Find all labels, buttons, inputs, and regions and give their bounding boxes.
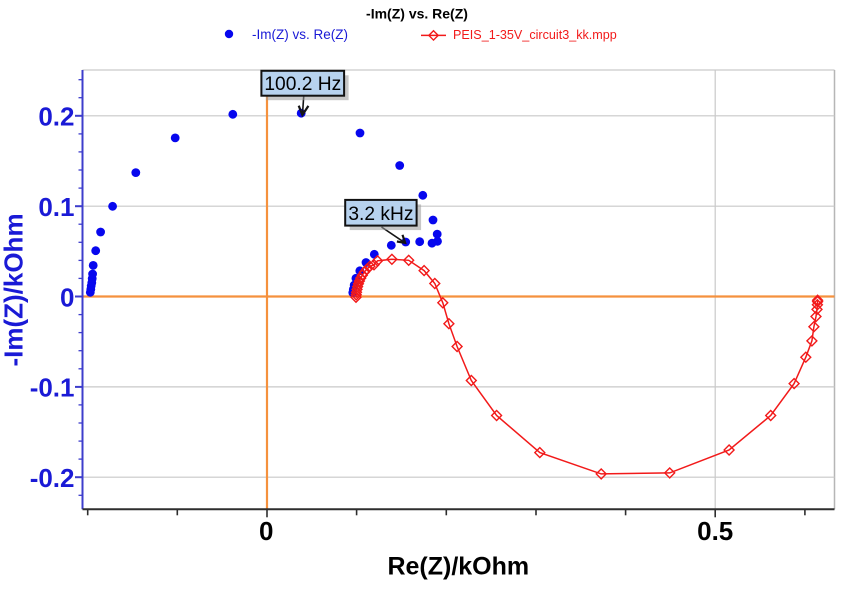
svg-text:-0.1: -0.1: [30, 373, 75, 403]
svg-text:PEIS_1-35V_circuit3_kk.mpp: PEIS_1-35V_circuit3_kk.mpp: [453, 28, 617, 42]
svg-text:Re(Z)/kOhm: Re(Z)/kOhm: [387, 553, 529, 581]
svg-text:-0.2: -0.2: [30, 463, 75, 493]
svg-text:0.1: 0.1: [38, 192, 74, 222]
svg-text:3.2 kHz: 3.2 kHz: [348, 204, 413, 225]
svg-text:0.2: 0.2: [38, 102, 74, 132]
svg-text:-Im(Z) vs. Re(Z): -Im(Z) vs. Re(Z): [366, 6, 468, 22]
svg-text:0: 0: [259, 516, 273, 546]
svg-text:-Im(Z) vs. Re(Z): -Im(Z) vs. Re(Z): [252, 27, 348, 42]
svg-text:-Im(Z)/kOhm: -Im(Z)/kOhm: [0, 213, 29, 366]
svg-text:0: 0: [60, 282, 74, 312]
svg-text:0.5: 0.5: [697, 516, 733, 546]
svg-text:100.2 Hz: 100.2 Hz: [264, 74, 341, 95]
